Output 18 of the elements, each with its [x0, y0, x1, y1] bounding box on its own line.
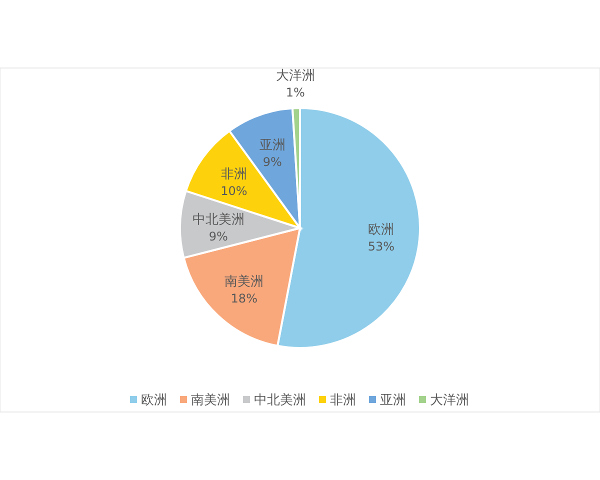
legend-label: 中北美洲: [254, 392, 306, 408]
slice-label: 非洲: [220, 167, 247, 182]
data-label: 1%: [286, 86, 305, 100]
data-label: 9%: [262, 155, 282, 170]
legend-label: 南美洲: [191, 392, 230, 408]
legend-label: 大洋洲: [430, 393, 469, 408]
data-label: 18%: [230, 291, 258, 306]
data-label: 53%: [368, 240, 395, 254]
legend-label: 亚洲: [380, 393, 406, 408]
slice-label: 亚洲: [259, 138, 286, 154]
slice-label: 中北美洲: [192, 211, 244, 228]
legend-label: 欧洲: [141, 393, 167, 408]
slice-label: 欧洲: [368, 222, 394, 238]
legend-label: 非洲: [330, 393, 356, 408]
data-label: 10%: [220, 184, 248, 198]
slice-label: 南美洲: [224, 273, 264, 290]
slice-label: 大洋洲: [276, 68, 315, 84]
data-label: 9%: [208, 229, 228, 244]
